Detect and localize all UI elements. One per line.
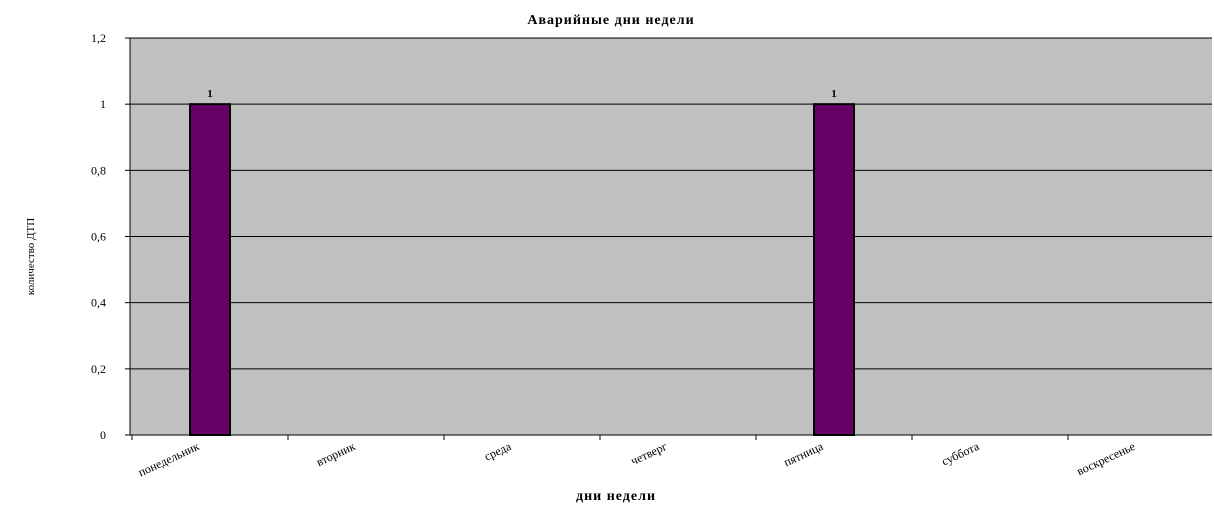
y-tick-label: 0,8 <box>91 163 106 177</box>
y-tick-label: 0,4 <box>91 296 106 310</box>
y-axis-title: количество ДТП <box>25 218 37 295</box>
x-tick-label: суббота <box>939 439 982 469</box>
axes <box>125 37 1212 440</box>
x-tick-label: среда <box>482 439 514 464</box>
y-tick-label: 0 <box>100 428 106 442</box>
gridlines <box>130 37 1212 370</box>
x-tick-label: вторник <box>314 439 357 469</box>
bar-понедельник <box>189 103 231 437</box>
x-axis-title: дни недели <box>576 489 656 504</box>
bar-пятница <box>813 103 855 437</box>
data-label: 1 <box>207 88 213 100</box>
x-tick-label: понедельник <box>136 439 202 479</box>
y-tick-label: 1,2 <box>91 31 106 45</box>
chart-title: Аварийные дни недели <box>527 13 694 28</box>
y-tick-label: 0,6 <box>91 230 106 244</box>
x-tick-label: воскресенье <box>1075 439 1138 478</box>
data-label: 1 <box>831 88 837 100</box>
x-tick-label: четверг <box>629 439 670 468</box>
x-tick-label: пятница <box>781 439 825 470</box>
y-tick-label: 1 <box>100 97 106 111</box>
y-tick-label: 0,2 <box>91 362 106 376</box>
